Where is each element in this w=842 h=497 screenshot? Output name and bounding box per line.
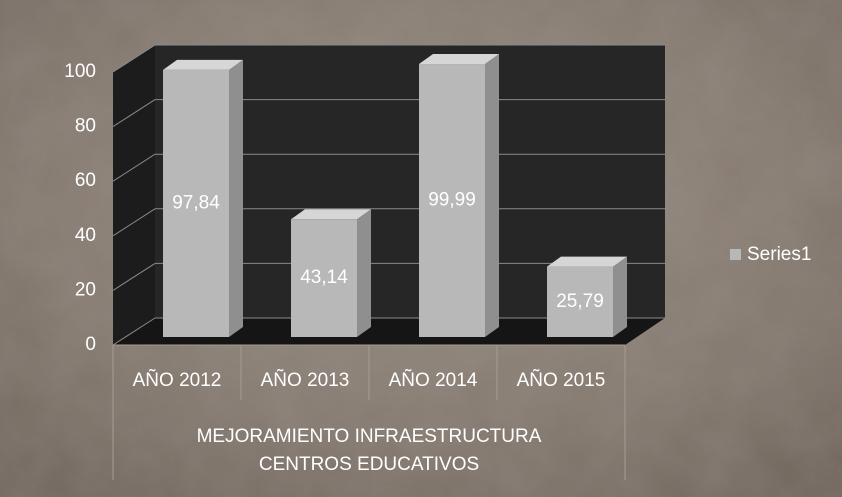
bar-front <box>291 219 357 337</box>
y-tick-label: 100 <box>64 61 96 82</box>
y-tick-label: 60 <box>75 170 96 191</box>
bar-side <box>485 54 499 337</box>
grid-line <box>112 99 156 128</box>
bar-front <box>163 69 229 338</box>
x-tick-label: AÑO 2013 <box>261 369 350 391</box>
grid-line <box>112 317 156 346</box>
bar-top <box>291 209 371 220</box>
y-tick-label: 80 <box>75 116 96 137</box>
y-tick-label: 0 <box>85 334 96 355</box>
y-tick-label: 40 <box>75 225 96 246</box>
group-label: MEJORAMIENTO INFRAESTRUCTURA <box>197 426 542 447</box>
bar <box>163 59 243 338</box>
floor <box>113 318 665 345</box>
legend-label: Series1 <box>747 244 811 265</box>
bar <box>419 54 499 338</box>
grid-line <box>112 44 156 73</box>
back-wall <box>155 45 665 318</box>
y-tick-label: 20 <box>75 279 96 300</box>
bar-side <box>357 209 371 337</box>
bar-top <box>419 54 499 65</box>
bar-top <box>163 59 243 70</box>
data-label: 99,99 <box>428 190 476 211</box>
bar-front <box>419 64 485 338</box>
side-wall <box>113 45 155 345</box>
grid-line <box>112 208 156 237</box>
grid-line <box>112 153 156 182</box>
bar-top <box>547 256 627 267</box>
legend-swatch <box>730 249 741 260</box>
data-label: 97,84 <box>172 192 220 213</box>
group-label: CENTROS EDUCATIVOS <box>259 454 479 475</box>
x-tick-label: AÑO 2012 <box>133 369 222 391</box>
bar <box>291 209 371 337</box>
bar-side <box>229 59 243 338</box>
bar-side <box>613 256 627 337</box>
bar-front <box>547 266 613 337</box>
x-tick-label: AÑO 2015 <box>517 369 606 391</box>
x-tick-label: AÑO 2014 <box>389 369 478 391</box>
data-label: 25,79 <box>556 291 604 312</box>
bar <box>547 256 627 337</box>
grid-line <box>112 262 156 291</box>
data-label: 43,14 <box>300 267 348 288</box>
